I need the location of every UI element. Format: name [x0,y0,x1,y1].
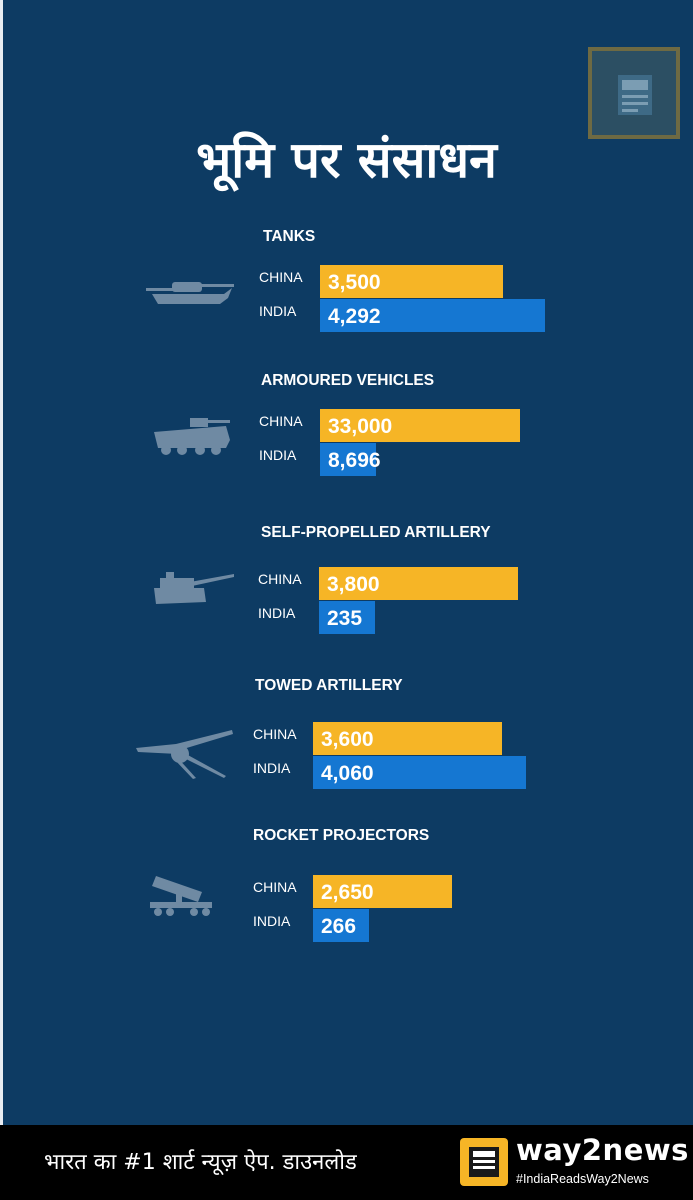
bar-value-label: 4,060 [321,762,374,785]
brand-hashtag: #IndiaReadsWay2News [516,1172,649,1186]
way2news-logo-icon[interactable] [460,1138,508,1186]
series-label-india: INDIA [253,913,291,929]
series-label-india: INDIA [259,447,297,463]
footer-download-text: भारत का #1 शार्ट न्यूज़ ऐप. डाउनलोड [44,1150,357,1175]
tank-icon [146,282,234,304]
series-label-china: CHINA [253,726,297,742]
brand-name: way2news [516,1133,689,1167]
bar-india: 266 [313,909,369,942]
news-watermark [588,47,680,139]
series-label-china: CHINA [258,571,302,587]
series-label-india: INDIA [253,760,291,776]
bar-value-label: 3,500 [328,271,381,294]
group-title: SELF-PROPELLED ARTILLERY [261,524,491,541]
bar-china: 3,800 [319,567,518,600]
armoured-vehicle-icon [154,418,230,455]
bar-india: 4,292 [320,299,545,332]
bar-india: 235 [319,601,375,634]
group-title: ROCKET PROJECTORS [253,827,430,844]
bar-value-label: 235 [327,607,363,630]
document-icon [473,1151,495,1169]
bar-value-label: 3,800 [327,573,380,596]
self-propelled-artillery-icon [154,572,234,604]
bar-china: 3,500 [320,265,503,298]
towed-artillery-icon [136,730,233,779]
bar-value-label: 8,696 [328,449,381,472]
bar-india: 8,696 [320,443,381,476]
page-title: भूमि पर संसाधन [196,131,497,189]
bar-value-label: 266 [321,915,357,938]
series-label-india: INDIA [258,605,296,621]
group-title: ARMOURED VEHICLES [261,372,435,389]
series-label-india: INDIA [259,303,297,319]
bar-value-label: 33,000 [328,415,393,438]
bar-value-label: 3,600 [321,728,374,751]
series-label-china: CHINA [253,879,297,895]
rocket-projector-icon [150,876,212,916]
document-icon [618,75,652,115]
group-title: TOWED ARTILLERY [255,677,403,694]
group-title: TANKS [263,228,316,245]
bar-china: 3,600 [313,722,502,755]
bar-value-label: 2,650 [321,881,374,904]
bar-china: 33,000 [320,409,520,442]
bar-value-label: 4,292 [328,305,381,328]
series-label-china: CHINA [259,413,303,429]
bar-china: 2,650 [313,875,452,908]
footer-banner[interactable]: भारत का #1 शार्ट न्यूज़ ऐप. डाउनलोड way2… [0,1125,693,1200]
bar-india: 4,060 [313,756,526,789]
series-label-china: CHINA [259,269,303,285]
